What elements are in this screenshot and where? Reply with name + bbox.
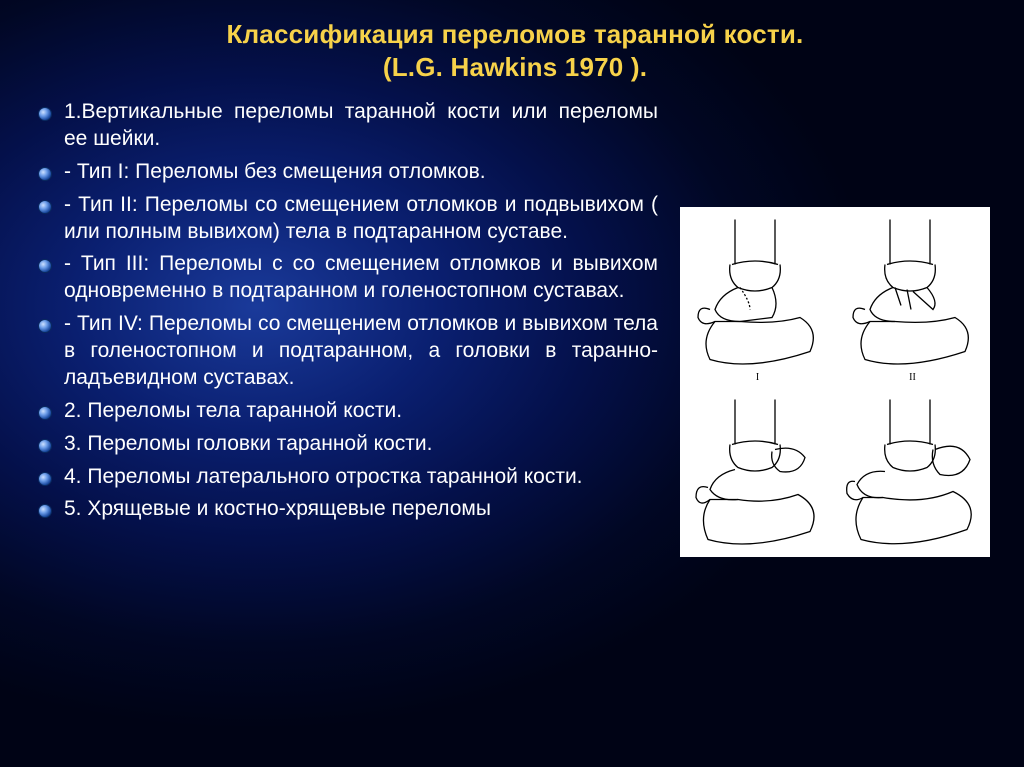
title-line-2: (L.G. Hawkins 1970 ). (383, 52, 647, 82)
list-item-text: 3. Переломы головки таранной кости. (64, 431, 658, 458)
bullet-icon (38, 464, 64, 486)
list-item-text: - Тип II: Переломы со смещением отломков… (64, 192, 658, 246)
bone-diagram-icon (835, 207, 990, 387)
text-column: 1.Вертикальные переломы таранной кости и… (38, 97, 658, 529)
diagram-label-2: II (909, 372, 916, 383)
title-line-1: Классификация переломов таранной кости. (227, 19, 804, 49)
list-item: - Тип IV: Переломы со смещением отломков… (38, 311, 658, 392)
list-item-text: - Тип I: Переломы без смещения отломков. (64, 159, 658, 186)
slide-title: Классификация переломов таранной кости. … (38, 18, 992, 83)
diagram-cell-4 (835, 387, 990, 567)
list-item: - Тип II: Переломы со смещением отломков… (38, 192, 658, 246)
list-item-text: - Тип IV: Переломы со смещением отломков… (64, 311, 658, 392)
diagram-cell-3 (680, 387, 835, 567)
slide-body: 1.Вертикальные переломы таранной кости и… (38, 97, 992, 557)
bullet-icon (38, 431, 64, 453)
list-item: - Тип I: Переломы без смещения отломков. (38, 159, 658, 186)
list-item: 4. Переломы латерального отростка таранн… (38, 464, 658, 491)
list-item: - Тип III: Переломы с со смещением отлом… (38, 251, 658, 305)
list-item-text: 5. Хрящевые и костно-хрящевые переломы (64, 496, 658, 523)
bullet-icon (38, 251, 64, 273)
diagram-cell-1: I (680, 207, 835, 387)
list-item-text: - Тип III: Переломы с со смещением отлом… (64, 251, 658, 305)
bone-diagram-icon (680, 387, 835, 567)
list-item: 5. Хрящевые и костно-хрящевые переломы (38, 496, 658, 523)
image-column: I II (658, 97, 992, 557)
bone-diagram-icon (680, 207, 835, 387)
bone-diagram-icon (835, 387, 990, 567)
bullet-icon (38, 192, 64, 214)
bullet-icon (38, 159, 64, 181)
bullet-icon (38, 311, 64, 333)
list-item: 3. Переломы головки таранной кости. (38, 431, 658, 458)
bullet-icon (38, 496, 64, 518)
diagram-cell-2: II (835, 207, 990, 387)
list-item-text: 1.Вертикальные переломы таранной кости и… (64, 99, 658, 153)
diagram-grid: I II (680, 207, 990, 557)
diagram-label-1: I (756, 372, 759, 383)
bullet-icon (38, 398, 64, 420)
list-item: 1.Вертикальные переломы таранной кости и… (38, 99, 658, 153)
list-item: 2. Переломы тела таранной кости. (38, 398, 658, 425)
slide: Классификация переломов таранной кости. … (0, 0, 1024, 767)
bullet-icon (38, 99, 64, 121)
list-item-text: 4. Переломы латерального отростка таранн… (64, 464, 658, 491)
list-item-text: 2. Переломы тела таранной кости. (64, 398, 658, 425)
